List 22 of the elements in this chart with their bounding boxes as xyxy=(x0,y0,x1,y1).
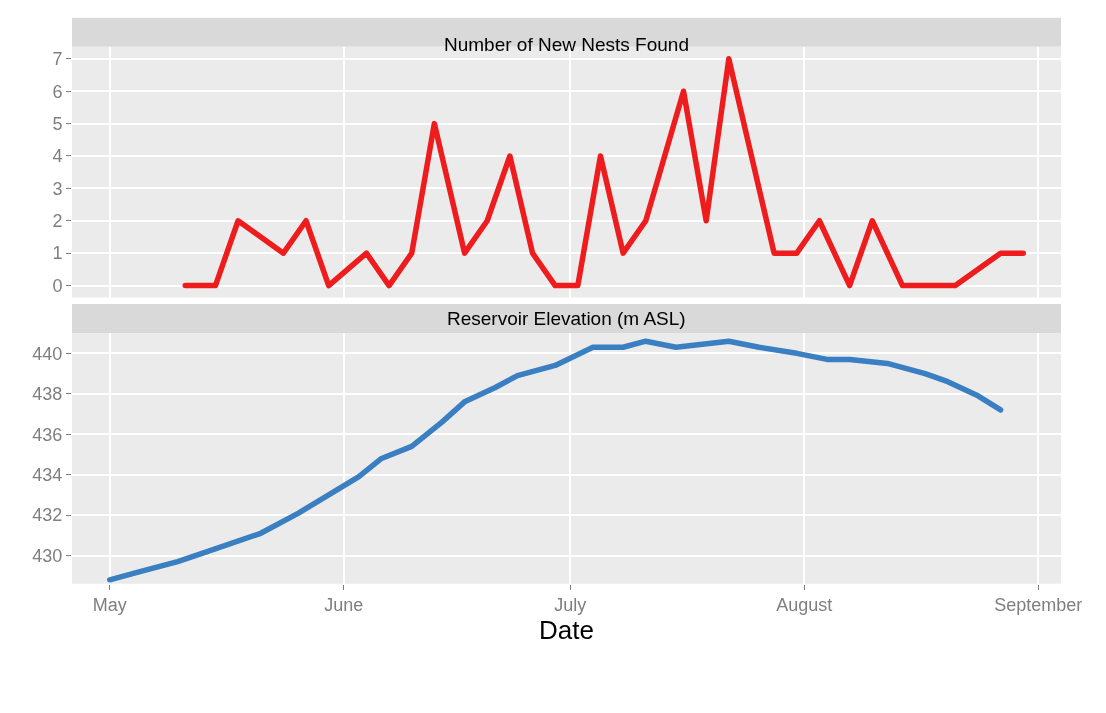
x-tick-label: September xyxy=(994,595,1083,616)
y-tick-label: 5 xyxy=(52,113,63,134)
chart-title: Number of New Nests Found xyxy=(444,34,689,55)
y-tick-label: 7 xyxy=(52,49,63,70)
x-axis-title: Date xyxy=(539,615,594,646)
y-tick-label: 430 xyxy=(32,545,63,566)
y-tick-label: 1 xyxy=(52,243,63,264)
y-tick-label: 436 xyxy=(32,424,63,445)
x-tick-label: August xyxy=(776,595,833,616)
y-tick-label: 440 xyxy=(32,343,63,364)
y-tick-label: 2 xyxy=(52,211,63,232)
x-tick-label: June xyxy=(324,595,364,616)
y-tick-label: 0 xyxy=(52,275,63,296)
x-tick-label: July xyxy=(554,595,587,616)
y-tick-label: 432 xyxy=(32,505,63,526)
x-tick-label: May xyxy=(92,595,127,616)
y-tick-label: 6 xyxy=(52,81,63,102)
y-tick-label: 3 xyxy=(52,178,63,199)
y-tick-label: 434 xyxy=(32,464,63,485)
y-tick-label: 438 xyxy=(32,384,63,405)
chart-title: Reservoir Elevation (m ASL) xyxy=(447,308,686,329)
y-tick-label: 4 xyxy=(52,146,63,167)
